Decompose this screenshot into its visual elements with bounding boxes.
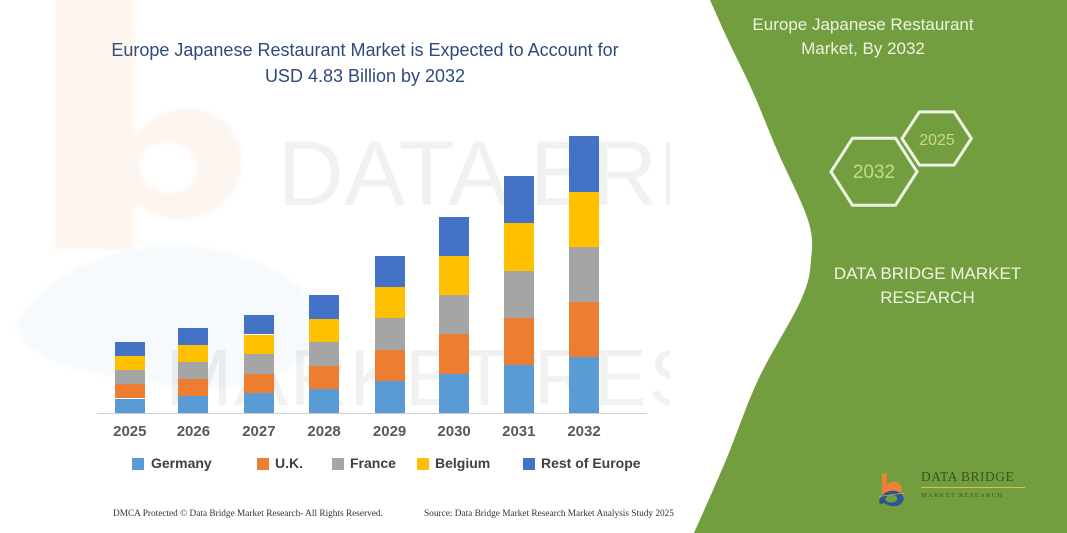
svg-text:DATA BRIDGE: DATA BRIDGE (278, 123, 670, 225)
svg-text:2032: 2032 (853, 162, 895, 183)
svg-text:2025: 2025 (919, 132, 955, 149)
